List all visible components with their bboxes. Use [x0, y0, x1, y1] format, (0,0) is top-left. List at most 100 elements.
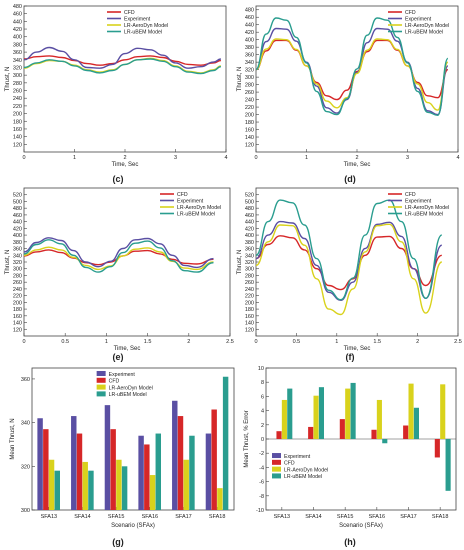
- legend-label: Experiment: [177, 199, 204, 205]
- bar: [313, 395, 319, 439]
- y-tick-label: 160: [13, 127, 22, 133]
- legend-label: LR-uBEM Model: [405, 30, 443, 36]
- x-tick-label: 0: [254, 339, 257, 345]
- y-tick-label: 480: [13, 4, 22, 10]
- y-tick-label: 260: [13, 280, 22, 286]
- y-tick-label: 340: [13, 253, 22, 259]
- y-tick-label: 260: [245, 280, 254, 286]
- legend-swatch: [96, 391, 106, 397]
- y-tick-label: 440: [13, 19, 22, 25]
- y-tick-label: 480: [245, 206, 254, 212]
- y-tick-label: 6: [261, 394, 264, 400]
- bar: [82, 461, 88, 510]
- x-tick-label: SFA14: [74, 514, 91, 520]
- bar: [149, 475, 156, 510]
- x-tick-label: 2: [416, 339, 419, 345]
- y-tick-label: 140: [245, 321, 254, 327]
- y-tick-label: 300: [245, 267, 254, 273]
- bar: [434, 439, 440, 458]
- y-tick-label: 240: [245, 98, 254, 104]
- y-tick-label: 320: [21, 464, 30, 470]
- y-tick-label: 360: [21, 377, 30, 383]
- y-tick-label: 280: [13, 273, 22, 279]
- legend-label: Experiment: [109, 372, 136, 378]
- y-tick-label: 520: [13, 193, 22, 199]
- x-tick-label: SFA13: [41, 514, 58, 520]
- bar: [110, 429, 116, 510]
- bar: [183, 459, 189, 510]
- y-tick-label: 440: [13, 220, 22, 226]
- y-tick-label: 400: [13, 233, 22, 239]
- y-tick-label: -10: [256, 508, 264, 514]
- bar: [408, 383, 414, 439]
- y-tick-label: 160: [245, 128, 254, 134]
- y-tick-label: 420: [245, 30, 254, 36]
- legend-swatch: [272, 453, 281, 459]
- x-tick-label: 2: [123, 155, 126, 161]
- series-line-3: [255, 199, 443, 301]
- legend-label: LR-AeroDyn Model: [284, 467, 328, 473]
- bar: [43, 429, 49, 510]
- x-tick-label: 1: [73, 155, 76, 161]
- legend-label: CFD: [177, 192, 188, 198]
- bar: [54, 470, 60, 510]
- bar: [371, 429, 377, 439]
- y-tick-label: 380: [13, 240, 22, 246]
- legend-label: LR-AeroDyn Model: [177, 205, 221, 211]
- y-tick-label: 4: [261, 409, 264, 415]
- bar: [48, 459, 55, 510]
- series-line-2: [255, 223, 443, 316]
- y-axis-label: Mean Thrust, % Error: [244, 410, 250, 467]
- y-tick-label: 360: [245, 53, 254, 59]
- y-tick-label: 2: [261, 423, 264, 429]
- bar: [440, 384, 446, 439]
- x-tick-label: 0: [22, 339, 25, 345]
- bar: [281, 399, 287, 439]
- y-tick-label: 180: [13, 119, 22, 125]
- legend-swatch: [96, 371, 106, 376]
- x-tick-label: 2: [355, 155, 358, 161]
- bar: [155, 433, 161, 510]
- chart-panel-0: 1201401601802002202402602803003203403603…: [5, 4, 228, 168]
- series-line-1: [23, 237, 214, 269]
- bar: [276, 431, 282, 439]
- y-tick-label: 460: [245, 213, 254, 219]
- chart-panel-3: 1201401601802002202402602803003203403603…: [237, 187, 462, 352]
- y-tick-label: 200: [13, 112, 22, 118]
- x-tick-label: SFA16: [369, 514, 386, 520]
- x-axis-label: Time, Sec: [344, 346, 371, 352]
- x-tick-label: SFA18: [432, 514, 449, 520]
- y-tick-label: 280: [245, 83, 254, 89]
- y-tick-label: 340: [245, 253, 254, 259]
- series-line-1: [23, 46, 221, 69]
- legend-label: LR-uBEM Model: [405, 212, 443, 218]
- bar: [350, 382, 356, 439]
- bar: [339, 419, 345, 439]
- bar: [376, 399, 382, 439]
- bar: [189, 435, 195, 510]
- bar: [345, 388, 351, 439]
- y-tick-label: 200: [245, 113, 254, 119]
- x-tick-label: SFA14: [305, 514, 322, 520]
- y-tick-label: 440: [245, 23, 254, 29]
- y-tick-label: 460: [245, 15, 254, 21]
- y-tick-label: 280: [13, 81, 22, 87]
- x-axis-label: Scenario (SFAx): [111, 523, 155, 529]
- x-tick-label: 3: [174, 155, 177, 161]
- x-tick-label: 0: [254, 155, 257, 161]
- bar: [138, 435, 144, 510]
- x-tick-label: SFA17: [175, 514, 192, 520]
- y-tick-label: 300: [13, 267, 22, 273]
- legend-label: LR-uBEM Model: [124, 30, 162, 36]
- y-tick-label: 500: [245, 199, 254, 205]
- y-tick-label: 120: [13, 142, 22, 148]
- bar: [76, 433, 83, 510]
- legend-swatch: [96, 384, 106, 390]
- legend-label: CFD: [124, 10, 135, 16]
- x-tick-label: 3: [406, 155, 409, 161]
- y-tick-label: 400: [245, 233, 254, 239]
- y-axis-label: Thrust, N: [237, 250, 243, 275]
- series-line-1: [255, 220, 443, 302]
- y-tick-label: 360: [245, 247, 254, 253]
